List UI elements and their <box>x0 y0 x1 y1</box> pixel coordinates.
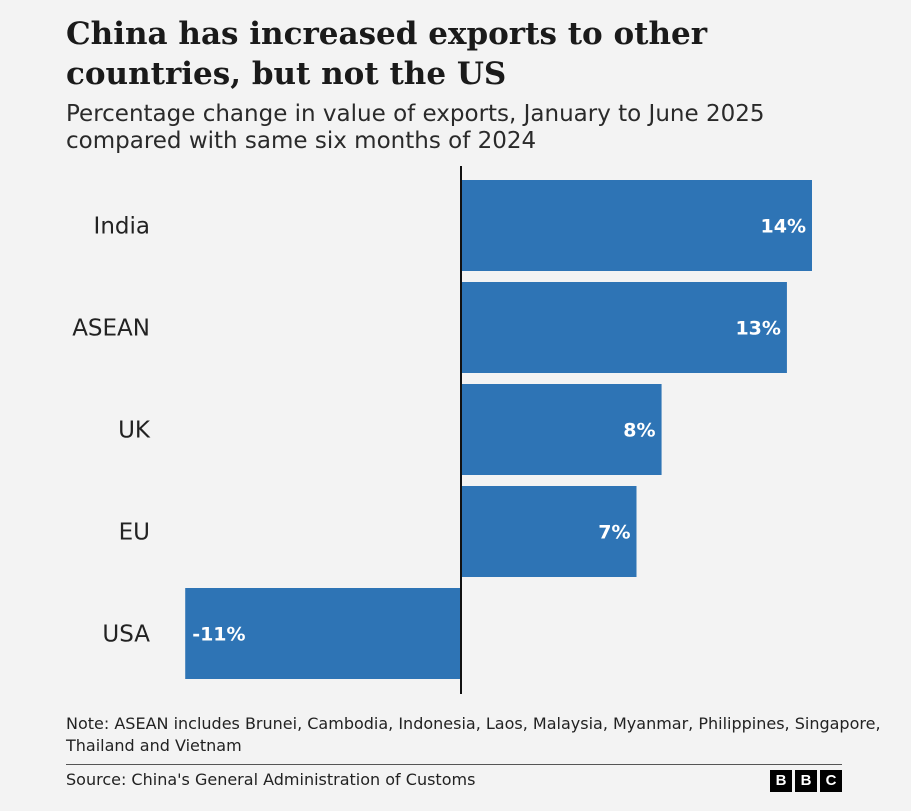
bbc-logo: B B C <box>770 770 842 792</box>
category-label-asean: ASEAN <box>72 316 150 342</box>
logo-letter-c: C <box>820 770 842 792</box>
logo-letter-b2: B <box>795 770 817 792</box>
bar-asean <box>461 282 787 373</box>
category-label-eu: EU <box>119 520 150 546</box>
value-label-india: 14% <box>761 216 806 238</box>
bar-uk <box>461 384 662 475</box>
category-label-uk: UK <box>118 418 151 444</box>
value-label-uk: 8% <box>623 420 655 442</box>
chart-title: China has increased exports to other cou… <box>66 16 708 92</box>
bar-india <box>461 180 812 271</box>
chart-subtitle: Percentage change in value of exports, J… <box>66 101 765 154</box>
value-label-eu: 7% <box>598 522 630 544</box>
value-label-asean: 13% <box>735 318 780 340</box>
footer-divider <box>66 764 842 765</box>
category-label-india: India <box>94 214 150 240</box>
bar-eu <box>461 486 637 577</box>
category-label-usa: USA <box>102 622 150 648</box>
value-label-usa: -11% <box>192 624 245 646</box>
source-text: Source: China's General Administration o… <box>66 770 476 789</box>
bar-usa <box>185 588 461 679</box>
bar-chart: India 14% ASEAN 13% UK 8% EU 7% USA -11% <box>72 166 812 694</box>
logo-letter-b1: B <box>770 770 792 792</box>
chart-note: Note: ASEAN includes Brunei, Cambodia, I… <box>66 714 881 755</box>
